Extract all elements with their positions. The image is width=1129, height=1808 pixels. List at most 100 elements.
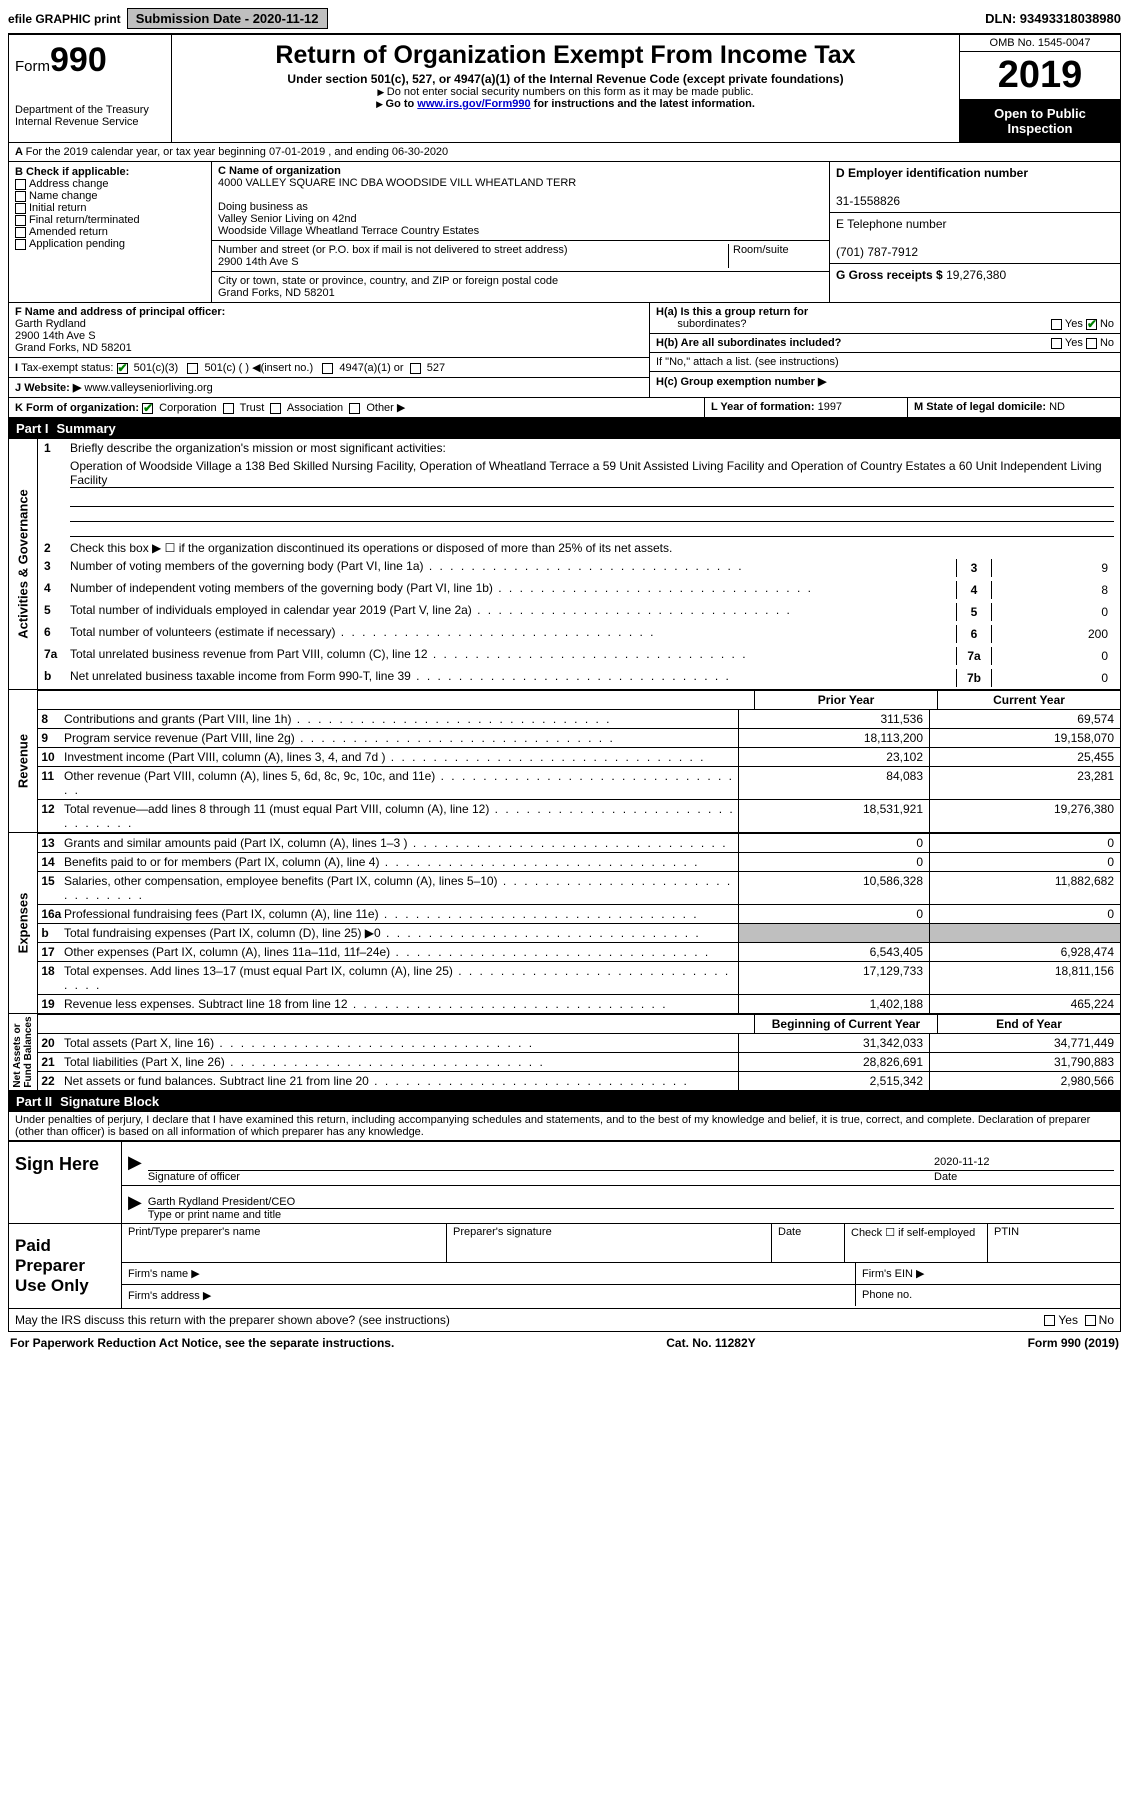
form-number: Form990 xyxy=(15,41,165,80)
firm-ein-label: Firm's EIN ▶ xyxy=(856,1263,1120,1284)
dba-line-2: Woodside Village Wheatland Terrace Count… xyxy=(218,225,479,237)
fin-row: 21Total liabilities (Part X, line 26)28,… xyxy=(38,1052,1120,1071)
officer-name: Garth Rydland xyxy=(15,318,86,330)
gov-row: 5Total number of individuals employed in… xyxy=(38,601,1120,623)
declaration-text: Under penalties of perjury, I declare th… xyxy=(8,1112,1121,1141)
officer-addr-1: 2900 14th Ave S xyxy=(15,330,96,342)
preparer-name-header: Print/Type preparer's name xyxy=(122,1224,447,1262)
paperwork-notice: For Paperwork Reduction Act Notice, see … xyxy=(10,1336,394,1350)
addr-header: Number and street (or P.O. box if mail i… xyxy=(218,244,568,256)
checkbox-name-change[interactable] xyxy=(15,191,26,202)
dba-line-1: Valley Senior Living on 42nd xyxy=(218,213,357,225)
fin-row: 12Total revenue—add lines 8 through 11 (… xyxy=(38,799,1120,832)
gov-row: bNet unrelated business taxable income f… xyxy=(38,667,1120,689)
inspection-label: Open to Public Inspection xyxy=(960,100,1120,142)
d-ein-header: D Employer identification number xyxy=(836,166,1028,180)
fin-row: 20Total assets (Part X, line 16)31,342,0… xyxy=(38,1033,1120,1052)
cat-no: Cat. No. 11282Y xyxy=(666,1336,755,1350)
checkbox-association[interactable] xyxy=(270,403,281,414)
sign-date-label: Date xyxy=(934,1171,957,1183)
checkbox-amended-return[interactable] xyxy=(15,227,26,238)
checkbox-corporation[interactable] xyxy=(142,403,153,414)
efile-label[interactable]: efile GRAPHIC print xyxy=(8,12,121,26)
fin-row: 17Other expenses (Part IX, column (A), l… xyxy=(38,942,1120,961)
discuss-label: May the IRS discuss this return with the… xyxy=(15,1313,450,1327)
checkbox-application-pending[interactable] xyxy=(15,239,26,250)
i-header: Tax-exempt status: xyxy=(21,362,113,374)
hc-label: H(c) Group exemption number ▶ xyxy=(656,376,826,388)
print-name-label: Type or print name and title xyxy=(148,1209,281,1221)
f-officer-header: F Name and address of principal officer: xyxy=(15,306,225,318)
dln-label: DLN: 93493318038980 xyxy=(985,11,1121,26)
form-ref: Form 990 (2019) xyxy=(1028,1336,1119,1350)
revenue-tab: Revenue xyxy=(9,690,38,832)
checkbox-trust[interactable] xyxy=(223,403,234,414)
officer-print-name: Garth Rydland President/CEO xyxy=(148,1196,295,1208)
fin-row: 9Program service revenue (Part VIII, lin… xyxy=(38,728,1120,747)
checkbox-final-return[interactable] xyxy=(15,215,26,226)
form990-link[interactable]: www.irs.gov/Form990 xyxy=(417,98,530,110)
c-name-header: C Name of organization xyxy=(218,165,341,177)
line-a: A For the 2019 calendar year, or tax yea… xyxy=(8,143,1121,162)
form-title: Return of Organization Exempt From Incom… xyxy=(178,41,953,70)
fin-row: 11Other revenue (Part VIII, column (A), … xyxy=(38,766,1120,799)
checkbox-hb-yes[interactable] xyxy=(1051,338,1062,349)
fin-row: 15Salaries, other compensation, employee… xyxy=(38,871,1120,904)
fin-row: 22Net assets or fund balances. Subtract … xyxy=(38,1071,1120,1090)
year-formation: 1997 xyxy=(818,401,842,413)
name-arrow-icon: ▶ xyxy=(128,1196,142,1221)
eoy-header: End of Year xyxy=(937,1015,1120,1033)
hb-note: If "No," attach a list. (see instruction… xyxy=(650,353,1120,372)
mission-text: Operation of Woodside Village a 138 Bed … xyxy=(70,459,1114,488)
j-header: Website: ▶ xyxy=(24,382,81,394)
m-header: M State of legal domicile: xyxy=(914,401,1046,413)
checkbox-discuss-no[interactable] xyxy=(1085,1315,1096,1326)
fin-row: 19Revenue less expenses. Subtract line 1… xyxy=(38,994,1120,1013)
checkbox-501c3[interactable] xyxy=(117,363,128,374)
net-assets-section: Net Assets or Fund Balances Beginning of… xyxy=(8,1014,1121,1091)
checkbox-address-change[interactable] xyxy=(15,179,26,190)
k-l-m-row: K Form of organization: Corporation Trus… xyxy=(8,398,1121,418)
gross-receipts-value: 19,276,380 xyxy=(946,268,1006,282)
ha-label: H(a) Is this a group return for xyxy=(656,306,808,318)
fin-row: 14Benefits paid to or for members (Part … xyxy=(38,852,1120,871)
checkbox-discuss-yes[interactable] xyxy=(1044,1315,1055,1326)
city-state-zip: Grand Forks, ND 58201 xyxy=(218,287,335,299)
part-2-bar: Part IISignature Block xyxy=(8,1091,1121,1112)
submission-date-button[interactable]: Submission Date - 2020-11-12 xyxy=(127,8,328,29)
checkbox-ha-yes[interactable] xyxy=(1051,319,1062,330)
checkbox-other[interactable] xyxy=(349,403,360,414)
checkbox-4947[interactable] xyxy=(322,363,333,374)
tax-year: 2019 xyxy=(960,52,1120,100)
fin-row: 18Total expenses. Add lines 13–17 (must … xyxy=(38,961,1120,994)
net-assets-tab: Net Assets or Fund Balances xyxy=(9,1014,38,1090)
line-2-label: Check this box ▶ ☐ if the organization d… xyxy=(70,541,1114,555)
g-receipts-header: G Gross receipts $ xyxy=(836,268,943,282)
preparer-date-header: Date xyxy=(772,1224,845,1262)
paid-preparer-label: Paid Preparer Use Only xyxy=(9,1224,122,1308)
form-header: Form990 Department of the Treasury Inter… xyxy=(8,33,1121,143)
top-bar: efile GRAPHIC print Submission Date - 20… xyxy=(8,8,1121,29)
governance-section: Activities & Governance 1Briefly describ… xyxy=(8,439,1121,690)
signature-block: Sign Here ▶ Signature of officer 2020-11… xyxy=(8,1141,1121,1309)
preparer-sig-header: Preparer's signature xyxy=(447,1224,772,1262)
ptin-header: PTIN xyxy=(988,1224,1120,1262)
sign-date: 2020-11-12 xyxy=(934,1156,989,1168)
gov-row: 4Number of independent voting members of… xyxy=(38,579,1120,601)
signature-arrow-icon: ▶ xyxy=(128,1156,142,1183)
entity-grid: B Check if applicable: Address change Na… xyxy=(8,162,1121,303)
dba-header: Doing business as xyxy=(218,201,308,213)
checkbox-501c[interactable] xyxy=(187,363,198,374)
form-subtitle-3: Go to www.irs.gov/Form990 for instructio… xyxy=(178,98,953,110)
checkbox-ha-no[interactable] xyxy=(1086,319,1097,330)
fin-row: 16aProfessional fundraising fees (Part I… xyxy=(38,904,1120,923)
state-domicile: ND xyxy=(1049,401,1065,413)
checkbox-initial-return[interactable] xyxy=(15,203,26,214)
website-value: www.valleyseniorliving.org xyxy=(84,382,212,394)
self-employed-header: Check ☐ if self-employed xyxy=(845,1224,988,1262)
checkbox-hb-no[interactable] xyxy=(1086,338,1097,349)
phone-no-label: Phone no. xyxy=(856,1285,1120,1306)
checkbox-527[interactable] xyxy=(410,363,421,374)
omb-label: OMB No. 1545-0047 xyxy=(960,35,1120,52)
prior-year-header: Prior Year xyxy=(754,691,937,709)
